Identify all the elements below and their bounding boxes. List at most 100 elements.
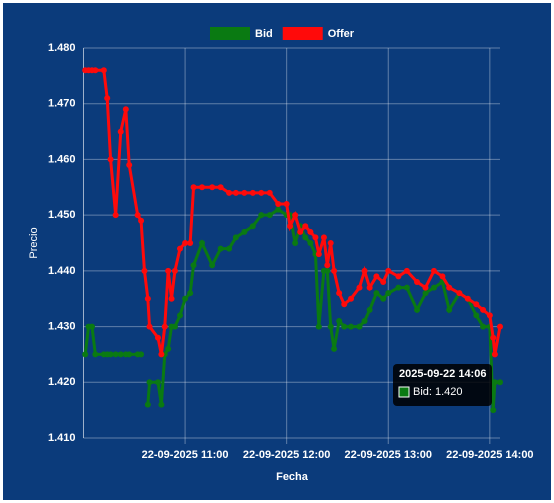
data-point bbox=[491, 351, 498, 358]
data-point bbox=[302, 234, 309, 241]
y-tick-label: 1.450 bbox=[48, 209, 76, 221]
y-tick-label: 1.440 bbox=[48, 265, 76, 277]
data-point bbox=[146, 323, 153, 330]
y-tick-label: 1.410 bbox=[48, 432, 76, 444]
data-point bbox=[315, 251, 322, 258]
data-point bbox=[385, 267, 392, 274]
data-point bbox=[177, 312, 184, 319]
data-point bbox=[241, 189, 248, 196]
data-point bbox=[144, 295, 151, 302]
data-point bbox=[158, 351, 165, 358]
data-point bbox=[430, 267, 437, 274]
data-point bbox=[464, 295, 471, 302]
data-point bbox=[497, 323, 503, 330]
data-point bbox=[403, 267, 410, 274]
x-tick-label: 22-09-2025 12:00 bbox=[243, 449, 330, 461]
data-point bbox=[209, 262, 216, 269]
data-point bbox=[182, 295, 189, 302]
data-point bbox=[356, 284, 363, 291]
data-point bbox=[141, 267, 148, 274]
data-point bbox=[126, 351, 133, 358]
data-point bbox=[165, 345, 172, 352]
data-point bbox=[341, 301, 348, 308]
data-point bbox=[422, 284, 429, 291]
data-point bbox=[165, 267, 172, 274]
data-point bbox=[199, 240, 206, 246]
data-point bbox=[217, 245, 224, 252]
data-point bbox=[217, 184, 224, 191]
data-point bbox=[182, 240, 189, 246]
data-point bbox=[187, 290, 194, 297]
x-axis-title: Fecha bbox=[276, 471, 309, 483]
data-point bbox=[331, 345, 338, 352]
data-point bbox=[117, 351, 124, 358]
data-point bbox=[107, 156, 114, 163]
y-tick-label: 1.470 bbox=[48, 98, 76, 110]
data-point bbox=[490, 334, 497, 341]
data-point bbox=[395, 273, 402, 280]
tooltip-swatch bbox=[398, 386, 410, 398]
data-point bbox=[491, 379, 498, 386]
tooltip-box bbox=[393, 364, 492, 406]
data-point bbox=[154, 334, 161, 341]
data-point bbox=[258, 212, 265, 219]
data-point bbox=[134, 212, 141, 219]
data-point bbox=[171, 267, 178, 274]
legend-label: Offer bbox=[328, 28, 355, 40]
data-point bbox=[226, 189, 233, 196]
data-point bbox=[112, 351, 119, 358]
data-point bbox=[430, 284, 437, 291]
data-point bbox=[439, 273, 446, 280]
data-point bbox=[307, 228, 314, 235]
data-point bbox=[100, 67, 107, 74]
data-point bbox=[177, 245, 184, 252]
data-point bbox=[275, 201, 282, 207]
data-point bbox=[422, 290, 429, 297]
data-point bbox=[327, 240, 334, 246]
data-point bbox=[446, 284, 453, 291]
data-point bbox=[122, 106, 129, 113]
x-tick-label: 22-09-2025 13:00 bbox=[345, 449, 432, 461]
legend-swatch bbox=[210, 27, 250, 40]
data-point bbox=[361, 267, 368, 274]
data-point bbox=[356, 323, 363, 330]
data-point bbox=[107, 351, 114, 358]
data-point bbox=[287, 223, 294, 230]
data-point bbox=[320, 234, 327, 241]
data-point bbox=[373, 290, 380, 297]
data-point bbox=[258, 189, 265, 196]
data-point bbox=[395, 284, 402, 291]
data-point bbox=[414, 306, 421, 313]
data-point bbox=[144, 401, 151, 408]
data-point bbox=[307, 240, 314, 246]
data-point bbox=[226, 245, 233, 252]
data-point bbox=[403, 284, 410, 291]
chart-background bbox=[3, 3, 551, 500]
data-point bbox=[348, 295, 355, 302]
data-point bbox=[171, 323, 178, 330]
x-tick-label: 22-09-2025 11:00 bbox=[142, 449, 229, 461]
data-point bbox=[366, 306, 373, 313]
data-point bbox=[117, 128, 124, 135]
data-point bbox=[297, 228, 304, 235]
data-point bbox=[292, 240, 299, 246]
data-point bbox=[154, 379, 161, 386]
data-point bbox=[249, 223, 256, 230]
data-point bbox=[292, 212, 299, 219]
tooltip-label: Bid: 1.420 bbox=[413, 386, 463, 398]
data-point bbox=[348, 323, 355, 330]
y-tick-label: 1.430 bbox=[48, 320, 76, 332]
data-point bbox=[92, 351, 99, 358]
data-point bbox=[473, 301, 480, 308]
data-point bbox=[168, 295, 175, 302]
data-point bbox=[232, 234, 239, 241]
data-point bbox=[324, 267, 331, 274]
data-point bbox=[480, 306, 487, 313]
data-point bbox=[315, 323, 322, 330]
x-tick-label: 22-09-2025 14:00 bbox=[446, 449, 533, 461]
y-tick-label: 1.480 bbox=[48, 42, 76, 54]
y-axis-title: Precio bbox=[28, 227, 40, 258]
legend-label: Bid bbox=[255, 28, 273, 40]
tooltip-title: 2025-09-22 14:06 bbox=[399, 368, 486, 380]
